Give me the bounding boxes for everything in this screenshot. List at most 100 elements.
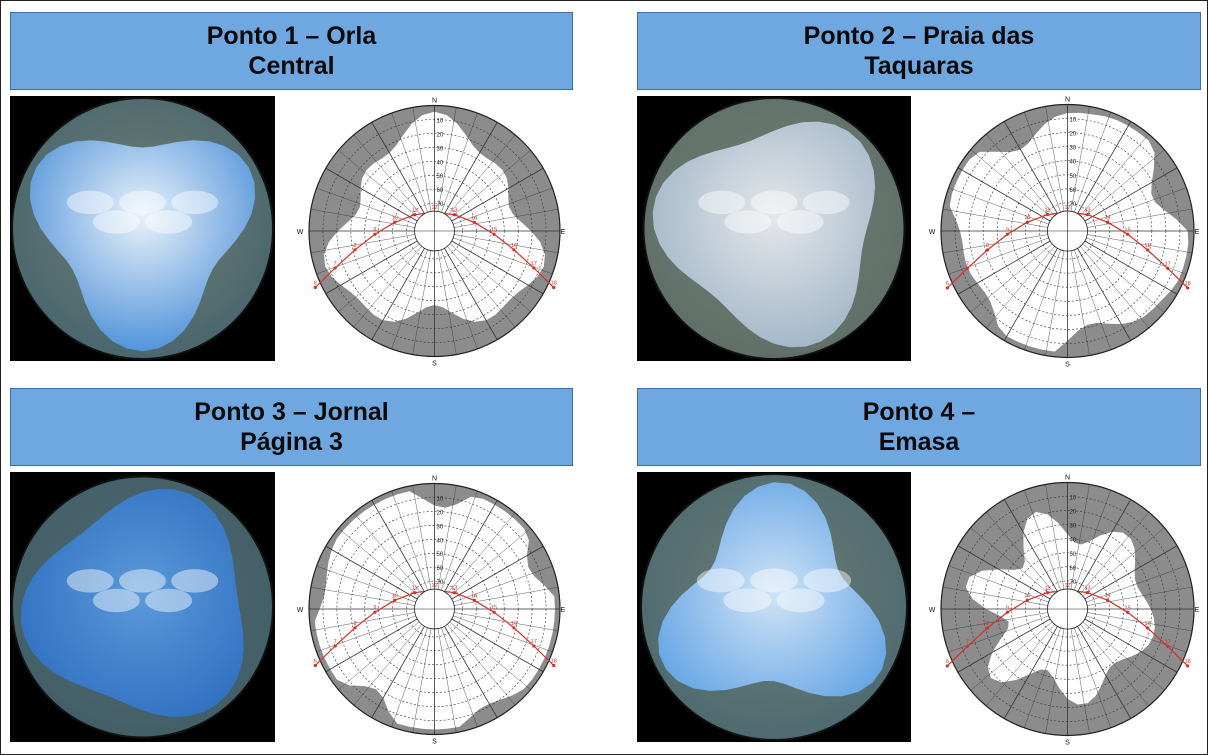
- azimuth-spoke: [986, 511, 1059, 599]
- altitude-label: 50: [437, 174, 444, 180]
- altitude-label: 10: [437, 118, 444, 124]
- azimuth-spoke: [1069, 106, 1090, 218]
- azimuth-spoke: [412, 244, 433, 355]
- compass-label: N: [1065, 475, 1070, 482]
- azimuth-spoke: [436, 244, 457, 355]
- sky-view-diagram: 1020304050607080NSWE67891011121314151617…: [929, 92, 1206, 370]
- sun-hour-label: 11: [412, 208, 418, 214]
- azimuth-spoke: [439, 622, 478, 727]
- azimuth-spoke: [986, 619, 1059, 707]
- sun-hour-point: [1186, 286, 1190, 290]
- compass-label: S: [1065, 740, 1070, 747]
- sun-hour-label: 9: [1006, 605, 1009, 611]
- sun-hour-label: 14: [1104, 215, 1110, 221]
- panel-title-line2: Taquaras: [864, 52, 974, 80]
- azimuth-spoke: [316, 187, 422, 227]
- lens-rim: [11, 97, 274, 360]
- azimuth-spoke: [439, 491, 478, 596]
- azimuth-spoke: [1076, 511, 1149, 599]
- azimuth-spoke: [445, 528, 531, 601]
- cloud: [724, 210, 772, 234]
- altitude-label: 20: [1070, 132, 1077, 138]
- azimuth-spoke: [412, 107, 433, 218]
- compass-label: N: [432, 98, 437, 105]
- altitude-label: 40: [437, 538, 444, 544]
- altitude-label: 60: [1070, 188, 1077, 194]
- sun-hour-point: [373, 232, 377, 236]
- altitude-label: 50: [437, 552, 444, 558]
- azimuth-spoke: [412, 622, 433, 733]
- sun-hour-point: [532, 644, 536, 648]
- polar-sunpath-diagram: 1020304050607080NSWE67891011121314151617…: [297, 98, 566, 368]
- azimuth-spoke: [1024, 490, 1063, 596]
- azimuth-spoke: [948, 187, 1055, 227]
- sun-hour-point: [313, 285, 317, 290]
- azimuth-spoke: [371, 242, 428, 340]
- sun-hour-label: 12: [1064, 205, 1070, 211]
- sun-hour-label: 14: [471, 593, 477, 599]
- azimuth-spoke: [353, 241, 426, 328]
- cloud: [92, 588, 140, 613]
- fisheye-photo: [10, 472, 275, 742]
- sun-hour-label: 16: [1145, 243, 1151, 249]
- azimuth-spoke: [447, 565, 553, 605]
- sun-hour-point: [1005, 610, 1010, 614]
- sun-hour-point: [313, 663, 317, 668]
- sun-hour-label: 8: [986, 621, 989, 627]
- azimuth-spoke: [1080, 187, 1187, 227]
- azimuth-spoke: [1079, 615, 1178, 673]
- azimuth-spoke: [1074, 499, 1132, 598]
- sun-hour-label: 15: [491, 605, 497, 611]
- altitude-label: 30: [437, 146, 444, 152]
- sun-hour-label: 12: [431, 205, 437, 211]
- sky-view-diagram: 1020304050607080NSWE67891011121314151617…: [929, 470, 1206, 748]
- sun-hour-point: [1166, 266, 1170, 270]
- altitude-label: 60: [437, 566, 444, 572]
- sun-hour-point: [1025, 598, 1030, 602]
- azimuth-spoke: [1074, 620, 1132, 719]
- cloud: [776, 210, 824, 234]
- azimuth-spoke: [1072, 490, 1111, 596]
- sun-hour-point: [512, 248, 516, 252]
- fisheye-sky-photo-icon: [11, 475, 274, 739]
- sun-hour-point: [333, 266, 337, 270]
- sun-hour-label: 16: [511, 243, 517, 249]
- compass-label: W: [929, 229, 936, 236]
- azimuth-spoke: [986, 133, 1059, 221]
- altitude-label: 20: [437, 510, 444, 516]
- sun-hour-label: 10: [1024, 215, 1030, 221]
- sun-hour-point: [965, 644, 969, 648]
- sun-hour-point: [1125, 232, 1130, 236]
- sun-hour-point: [552, 285, 556, 290]
- sun-hour-point: [1166, 644, 1170, 648]
- sun-hour-point: [452, 591, 456, 595]
- azimuth-spoke: [957, 615, 1056, 673]
- cloud: [698, 190, 746, 215]
- altitude-label: 60: [437, 188, 444, 194]
- sun-hour-point: [965, 266, 969, 270]
- azimuth-spoke: [948, 565, 1055, 605]
- azimuth-spoke: [448, 233, 559, 253]
- azimuth-spoke: [957, 237, 1056, 295]
- sun-hour-label: 7: [334, 261, 337, 267]
- sun-hour-label: 8: [353, 621, 356, 627]
- azimuth-spoke: [957, 545, 1056, 603]
- horizon-ring: [308, 482, 561, 736]
- sun-hour-point: [393, 598, 397, 602]
- compass-label: E: [1195, 229, 1200, 236]
- sun-hour-point: [1085, 591, 1090, 595]
- azimuth-spoke: [445, 617, 531, 690]
- azimuth-spoke: [1081, 208, 1193, 229]
- azimuth-spoke: [1079, 237, 1178, 295]
- cloud: [802, 190, 850, 215]
- sun-hour-label: 9: [1006, 227, 1009, 233]
- panel-title-line1: Ponto 3 – Jornal: [194, 398, 389, 426]
- azimuth-spoke: [446, 615, 544, 673]
- sky-disc: [12, 476, 273, 738]
- azimuth-spoke: [436, 622, 457, 733]
- sun-hour-label: 16: [1145, 621, 1151, 627]
- sun-hour-label: 11: [412, 586, 418, 592]
- sun-hour-point: [1105, 598, 1110, 602]
- azimuth-spoke: [1024, 244, 1063, 350]
- azimuth-spoke: [353, 134, 426, 221]
